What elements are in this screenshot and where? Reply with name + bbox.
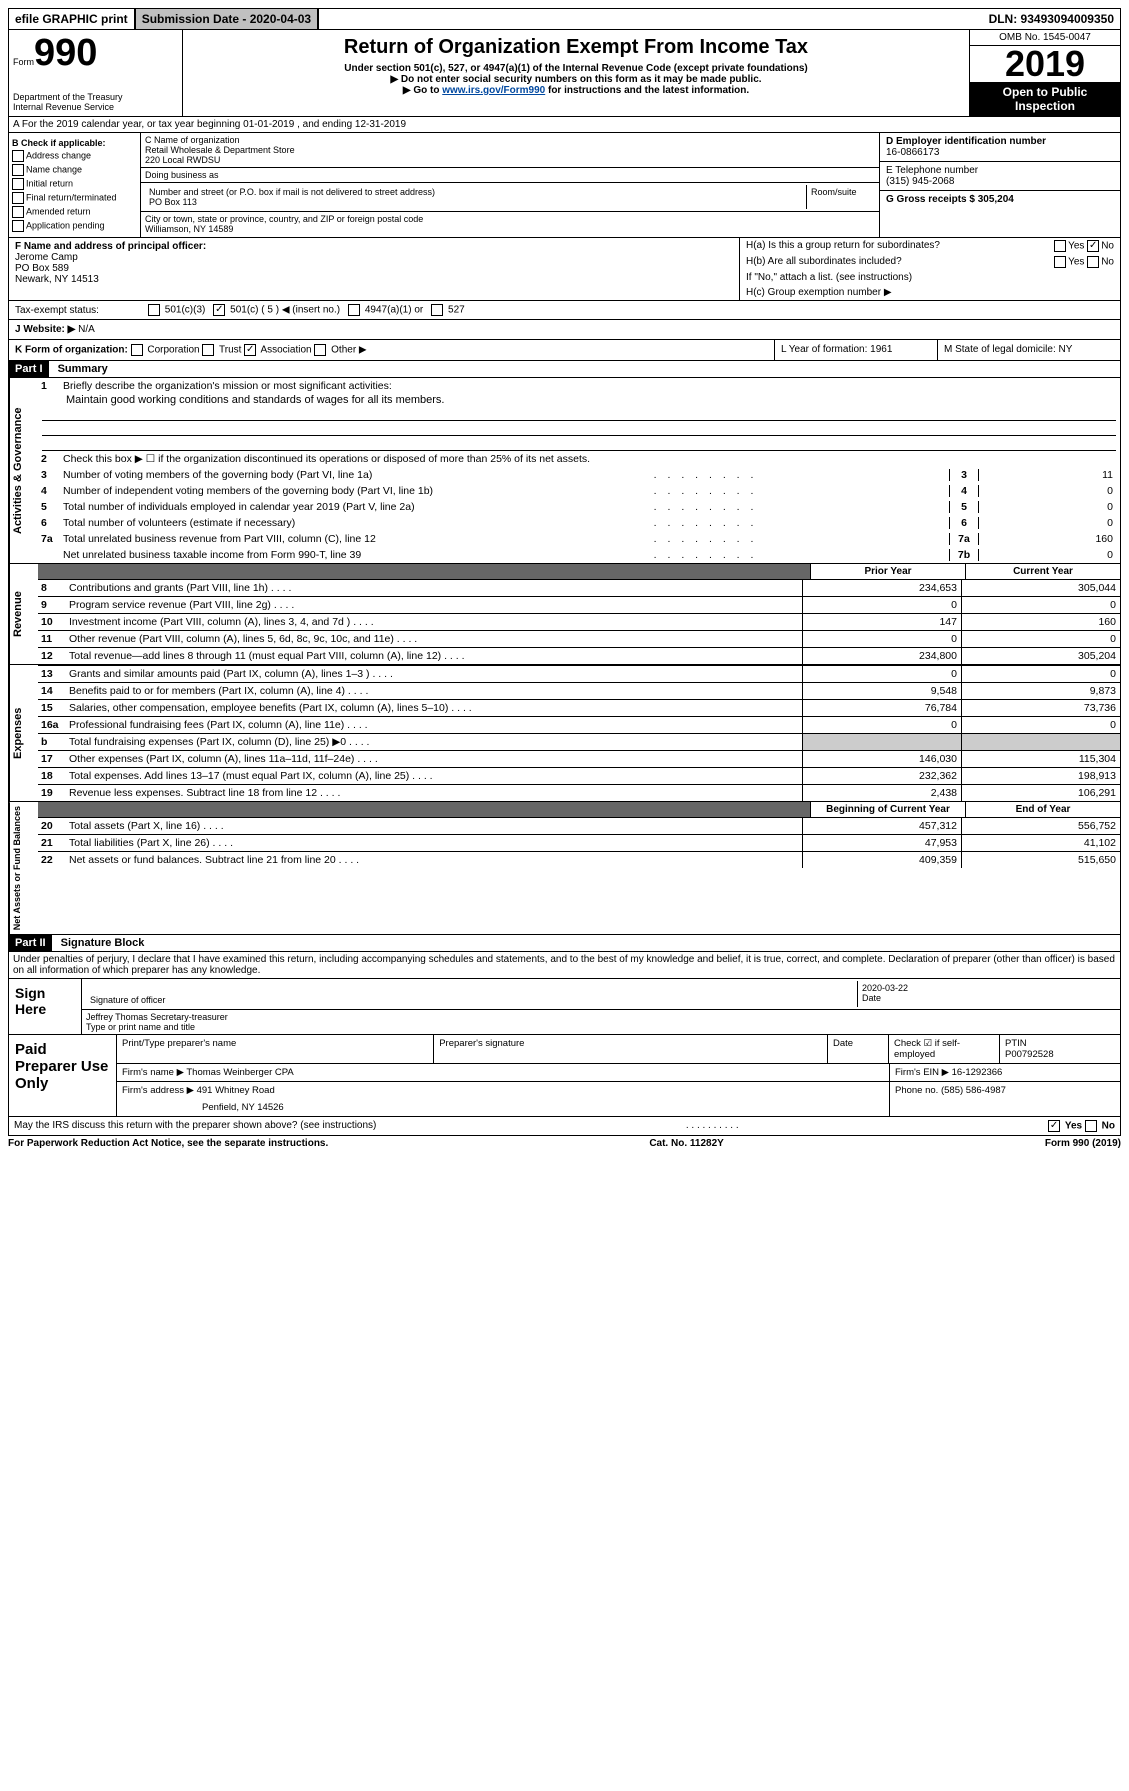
line-7b: Net unrelated business taxable income fr… [38,547,1120,563]
col-b-checkboxes: B Check if applicable: Address change Na… [9,133,141,237]
group-return-block: H(a) Is this a group return for subordin… [740,238,1120,300]
row-j: J Website: ▶ N/A [8,320,1121,340]
subtitle-2: ▶ Do not enter social security numbers o… [189,74,963,85]
dln: DLN: 93493094009350 [983,9,1120,29]
col-de: D Employer identification number 16-0866… [880,133,1120,237]
year-formation: L Year of formation: 1961 [775,340,938,360]
line-21: 21Total liabilities (Part X, line 26) . … [38,834,1120,851]
check-4947[interactable]: 4947(a)(1) or [348,304,423,316]
line-10: 10Investment income (Part VIII, column (… [38,613,1120,630]
dba-cell: Doing business as [141,168,879,183]
check-name[interactable]: Name change [12,164,137,176]
form-title: Return of Organization Exempt From Incom… [189,36,963,59]
governance-section: Activities & Governance 1Briefly describ… [8,378,1121,564]
line-6: 6Total number of volunteers (estimate if… [38,515,1120,531]
check-pending[interactable]: Application pending [12,220,137,232]
row-klm: K Form of organization: Corporation Trus… [8,340,1121,361]
paid-preparer-block: Paid Preparer Use Only Print/Type prepar… [8,1035,1121,1117]
mission-text: Maintain good working conditions and sta… [38,394,1120,406]
vlabel-netassets: Net Assets or Fund Balances [9,802,38,934]
discuss-row: May the IRS discuss this return with the… [8,1117,1121,1136]
line-4: 4Number of independent voting members of… [38,483,1120,499]
col-c-org-info: C Name of organization Retail Wholesale … [141,133,880,237]
line-14: 14Benefits paid to or for members (Part … [38,682,1120,699]
check-501c3[interactable]: 501(c)(3) [148,304,205,316]
address-cell: Number and street (or P.O. box if mail i… [141,183,879,212]
line-15: 15Salaries, other compensation, employee… [38,699,1120,716]
open-public: Open to Public Inspection [970,82,1120,116]
row-a-tax-year: A For the 2019 calendar year, or tax yea… [8,117,1121,133]
check-amended[interactable]: Amended return [12,206,137,218]
h-a: H(a) Is this a group return for subordin… [740,238,1120,254]
line-13: 13Grants and similar amounts paid (Part … [38,665,1120,682]
vlabel-governance: Activities & Governance [9,378,38,563]
form-id-block: Form990 Department of the Treasury Inter… [9,30,183,116]
efile-label[interactable]: efile GRAPHIC print [9,9,134,29]
header-right-block: OMB No. 1545-0047 2019 Open to Public In… [969,30,1120,116]
check-address[interactable]: Address change [12,150,137,162]
form-number: 990 [34,32,97,74]
check-initial[interactable]: Initial return [12,178,137,190]
line-20: 20Total assets (Part X, line 16) . . . .… [38,817,1120,834]
tax-year: 2019 [970,46,1120,82]
revenue-section: Revenue Prior Year Current Year 8Contrib… [8,564,1121,665]
subtitle-3: ▶ Go to www.irs.gov/Form990 for instruct… [189,85,963,96]
sign-here-block: Sign Here Signature of officer 2020-03-2… [8,979,1121,1035]
line-3: 3Number of voting members of the governi… [38,467,1120,483]
line-18: 18Total expenses. Add lines 13–17 (must … [38,767,1120,784]
tax-exempt-row: Tax-exempt status: 501(c)(3) ✓ 501(c) ( … [8,301,1121,320]
footer-row: For Paperwork Reduction Act Notice, see … [8,1136,1121,1151]
line-5: 5Total number of individuals employed in… [38,499,1120,515]
form-word: Form [13,57,34,67]
b-label: B Check if applicable: [12,138,137,148]
org-name-cell: C Name of organization Retail Wholesale … [141,133,879,168]
h-c: H(c) Group exemption number ▶ [740,285,1120,300]
submission-date: Submission Date - 2020-04-03 [134,9,319,29]
section-fh: F Name and address of principal officer:… [8,237,1121,301]
form-header: Form990 Department of the Treasury Inter… [8,30,1121,117]
netassets-section: Net Assets or Fund Balances Beginning of… [8,802,1121,935]
part-1-header: Part I Summary [8,361,1121,378]
line-16a: 16aProfessional fundraising fees (Part I… [38,716,1120,733]
h-b-note: If "No," attach a list. (see instruction… [740,270,1120,285]
phone-cell: E Telephone number (315) 945-2068 [880,162,1120,191]
top-bar: efile GRAPHIC print Submission Date - 20… [8,8,1121,30]
line-b: bTotal fundraising expenses (Part IX, co… [38,733,1120,750]
part-2-header: Part II Signature Block [8,935,1121,952]
vlabel-revenue: Revenue [9,564,38,664]
irs-link[interactable]: www.irs.gov/Form990 [442,85,545,96]
check-501c[interactable]: ✓ 501(c) ( 5 ) ◀ (insert no.) [213,304,340,316]
header-title-block: Return of Organization Exempt From Incom… [183,30,969,116]
line-22: 22Net assets or fund balances. Subtract … [38,851,1120,868]
expenses-section: Expenses 13Grants and similar amounts pa… [8,665,1121,802]
perjury-text: Under penalties of perjury, I declare th… [8,952,1121,979]
subtitle-1: Under section 501(c), 527, or 4947(a)(1)… [189,63,963,74]
line-7a: 7aTotal unrelated business revenue from … [38,531,1120,547]
line-9: 9Program service revenue (Part VIII, lin… [38,596,1120,613]
line-12: 12Total revenue—add lines 8 through 11 (… [38,647,1120,664]
line-17: 17Other expenses (Part IX, column (A), l… [38,750,1120,767]
section-bcde: B Check if applicable: Address change Na… [8,133,1121,237]
gross-receipts: G Gross receipts $ 305,204 [880,191,1120,208]
city-cell: City or town, state or province, country… [141,212,879,236]
check-final[interactable]: Final return/terminated [12,192,137,204]
principal-officer: F Name and address of principal officer:… [9,238,740,300]
check-527[interactable]: 527 [431,304,464,316]
form-org-cell: K Form of organization: Corporation Trus… [9,340,775,360]
h-b: H(b) Are all subordinates included? Yes … [740,254,1120,270]
state-domicile: M State of legal domicile: NY [938,340,1120,360]
line-19: 19Revenue less expenses. Subtract line 1… [38,784,1120,801]
ein-cell: D Employer identification number 16-0866… [880,133,1120,162]
line-8: 8Contributions and grants (Part VIII, li… [38,579,1120,596]
website-cell: J Website: ▶ N/A [9,320,1120,339]
vlabel-expenses: Expenses [9,665,38,801]
line-11: 11Other revenue (Part VIII, column (A), … [38,630,1120,647]
dept-treasury: Department of the Treasury Internal Reve… [13,92,178,112]
